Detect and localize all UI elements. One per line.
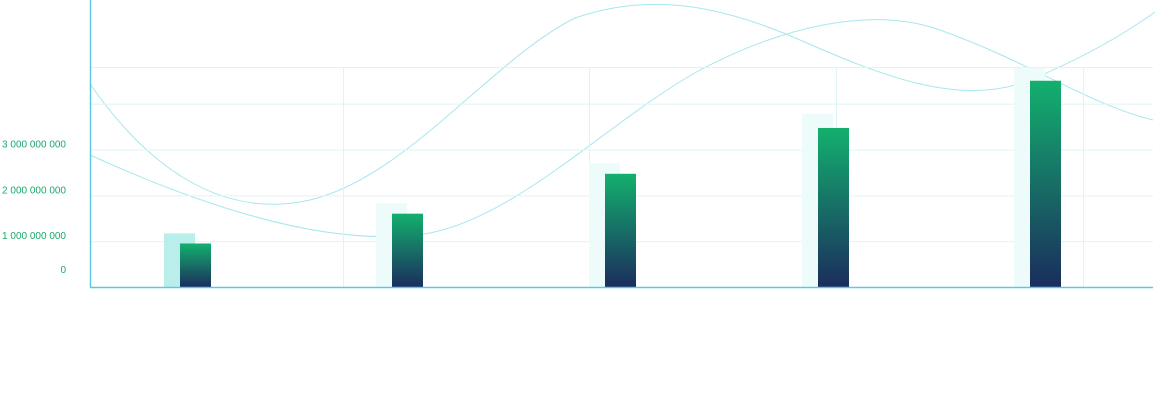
bar: [1030, 80, 1061, 287]
bar: [818, 127, 849, 287]
y-tick-label: 1 000 000 000: [2, 231, 66, 242]
bars: [180, 80, 1061, 287]
y-tick-label: 3 000 000 000: [2, 140, 66, 151]
y-tick-labels: 0 1 000 000 000 2 000 000 000 3 000 000 000: [2, 140, 66, 277]
ghost-bars: [164, 67, 1045, 288]
bar: [392, 213, 423, 287]
bar: [605, 173, 636, 287]
y-tick-label: 0: [60, 265, 66, 276]
y-tick-label: 2 000 000 000: [2, 185, 66, 196]
bar: [180, 243, 211, 287]
axes: [89, 0, 1153, 289]
wave-curve: [89, 19, 1154, 238]
